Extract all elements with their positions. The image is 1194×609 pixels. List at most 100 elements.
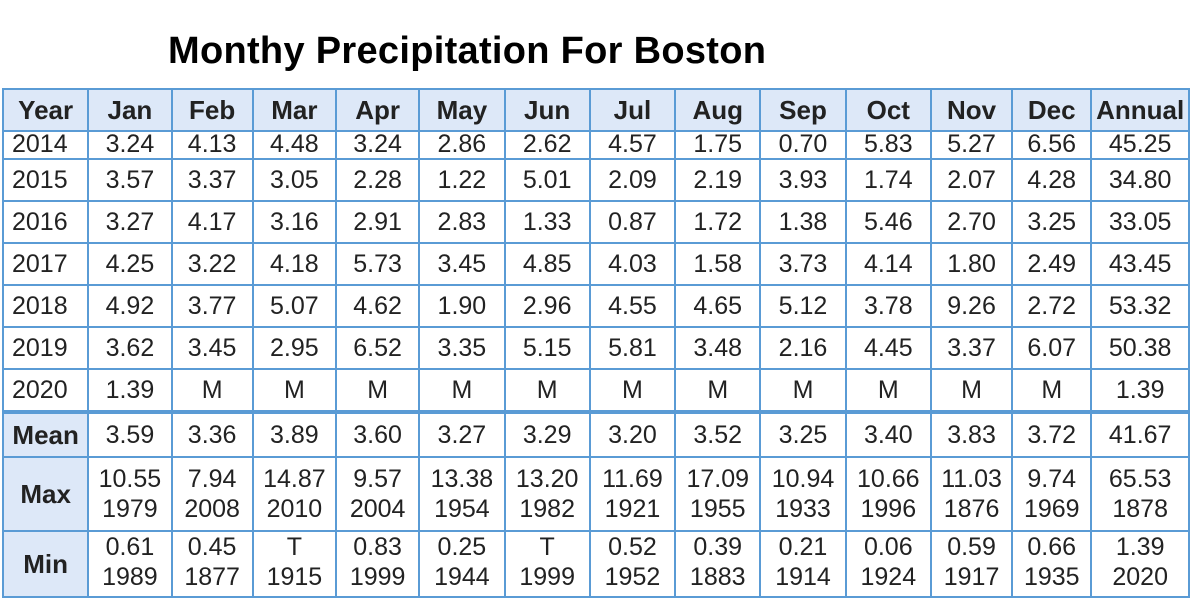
min-value: 0.25	[437, 533, 487, 561]
table-cell: 3.45	[418, 242, 506, 286]
table-cell: 5.01	[503, 158, 591, 202]
max-value: 10.55	[98, 465, 162, 493]
min-cell: 0.83 1999	[334, 530, 421, 598]
max-value: 10.94	[771, 465, 835, 493]
table-row: 2015 3.57 3.37 3.05 2.28 1.22 5.01 2.09 2.19 3.93…	[1, 158, 1190, 202]
table-cell: 34.80	[1090, 158, 1190, 202]
min-value: 0.06	[863, 533, 913, 561]
table-cell: 50.38	[1090, 326, 1190, 370]
year-cell: 2014	[1, 130, 90, 160]
min-year: 1952	[604, 563, 661, 591]
max-year: 1933	[775, 495, 831, 523]
table-cell: 2.09	[588, 158, 677, 202]
table-cell: 5.15	[503, 326, 591, 370]
mean-cell: 3.52	[674, 410, 762, 458]
table-cell: 3.22	[170, 242, 254, 286]
table-cell: 4.13	[170, 130, 254, 160]
row-label: Mean	[1, 410, 90, 458]
table-cell: 2.28	[334, 158, 421, 202]
min-year: 1883	[689, 563, 746, 591]
min-cell: 0.39 1883	[674, 530, 762, 598]
table-cell: 3.37	[170, 158, 254, 202]
table-cell: 3.45	[170, 326, 254, 370]
table-cell: 5.81	[588, 326, 677, 370]
table-cell: 3.73	[759, 242, 847, 286]
min-cell: 1.39 2020	[1090, 530, 1190, 598]
max-year: 2008	[184, 495, 240, 523]
max-year: 1878	[1112, 495, 1168, 523]
max-value: 9.57	[353, 465, 402, 493]
min-value: 0.83	[353, 533, 402, 561]
table-cell: 2.86	[418, 130, 506, 160]
column-header: Year	[1, 88, 90, 132]
column-header: Dec	[1011, 88, 1093, 132]
row-label: Min	[1, 530, 90, 598]
min-year: 1989	[102, 563, 158, 591]
max-value: 7.94	[187, 465, 237, 493]
min-value: 0.39	[693, 533, 743, 561]
table-cell: 4.48	[251, 130, 338, 160]
max-value: 65.53	[1108, 465, 1172, 493]
max-year: 2010	[266, 495, 323, 523]
max-value: 10.66	[857, 465, 920, 493]
min-cell: T 1915	[251, 530, 338, 598]
table-row: 2016 3.27 4.17 3.16 2.91 2.83 1.33 0.87 1.72 1.38…	[1, 200, 1190, 244]
table-cell: 3.93	[759, 158, 847, 202]
min-year: 1924	[860, 563, 917, 591]
table-cell: 1.39	[87, 368, 173, 413]
table-cell: 4.18	[251, 242, 338, 286]
min-value: 0.61	[105, 533, 155, 561]
mean-cell: 3.72	[1011, 410, 1093, 458]
table-cell: 43.45	[1090, 242, 1190, 286]
table-cell: 1.80	[929, 242, 1014, 286]
table-cell: 5.12	[759, 284, 847, 328]
max-year: 2004	[349, 495, 406, 523]
year-cell: 2020	[1, 368, 90, 413]
table-cell: 3.24	[87, 130, 173, 160]
table-cell: 3.35	[418, 326, 506, 370]
min-year: 1914	[775, 563, 831, 591]
table-cell: 1.38	[759, 200, 847, 244]
table-cell: 3.78	[844, 284, 932, 328]
min-value: 0.52	[608, 533, 657, 561]
summary-rows: Mean 3.59 3.36 3.89 3.60 3.27 3.29 3.20 3.52 3.2…	[1, 410, 1190, 598]
max-year: 1969	[1023, 495, 1080, 523]
column-header: Aug	[674, 88, 762, 132]
header-row: Year Jan Feb Mar Apr May Jun Jul Aug Sep…	[1, 88, 1190, 132]
mean-cell: 3.20	[588, 410, 677, 458]
table-cell: M	[1011, 368, 1093, 413]
year-cell: 2017	[1, 242, 90, 286]
table-cell: 0.87	[588, 200, 677, 244]
max-cell: 7.94 2008	[170, 456, 254, 532]
max-value: 11.69	[602, 465, 663, 493]
table-cell: 4.85	[503, 242, 591, 286]
table-cell: M	[929, 368, 1014, 413]
year-cell: 2015	[1, 158, 90, 202]
table-cell: 1.39	[1090, 368, 1190, 413]
min-cell: T 1999	[503, 530, 591, 598]
table-cell: 2.49	[1011, 242, 1093, 286]
table-cell: 0.70	[759, 130, 847, 160]
table-cell: 3.48	[674, 326, 762, 370]
table-cell: 2.62	[503, 130, 591, 160]
table-cell: 3.24	[334, 130, 421, 160]
table-cell: M	[588, 368, 677, 413]
table-row: 2019 3.62 3.45 2.95 6.52 3.35 5.15 5.81 3.48 2.16…	[1, 326, 1190, 370]
max-cell: 11.69 1921	[588, 456, 677, 532]
table-row: 2014 3.24 4.13 4.48 3.24 2.86 2.62 4.57 1.75 0.70…	[1, 130, 1190, 160]
max-cell: 10.66 1996	[844, 456, 932, 532]
table-cell: 4.62	[334, 284, 421, 328]
table-cell: M	[674, 368, 762, 413]
row-label: Max	[1, 456, 90, 532]
table-cell: 4.28	[1011, 158, 1093, 202]
table-cell: M	[844, 368, 932, 413]
min-cell: 0.66 1935	[1011, 530, 1093, 598]
min-cell: 0.06 1924	[844, 530, 932, 598]
table-row: 2018 4.92 3.77 5.07 4.62 1.90 2.96 4.55 4.65 5.12…	[1, 284, 1190, 328]
column-header: Sep	[759, 88, 847, 132]
table-cell: 3.25	[1011, 200, 1093, 244]
max-year: 1954	[434, 495, 490, 523]
table-cell: M	[418, 368, 506, 413]
table-cell: 1.75	[674, 130, 762, 160]
table-cell: 3.62	[87, 326, 173, 370]
